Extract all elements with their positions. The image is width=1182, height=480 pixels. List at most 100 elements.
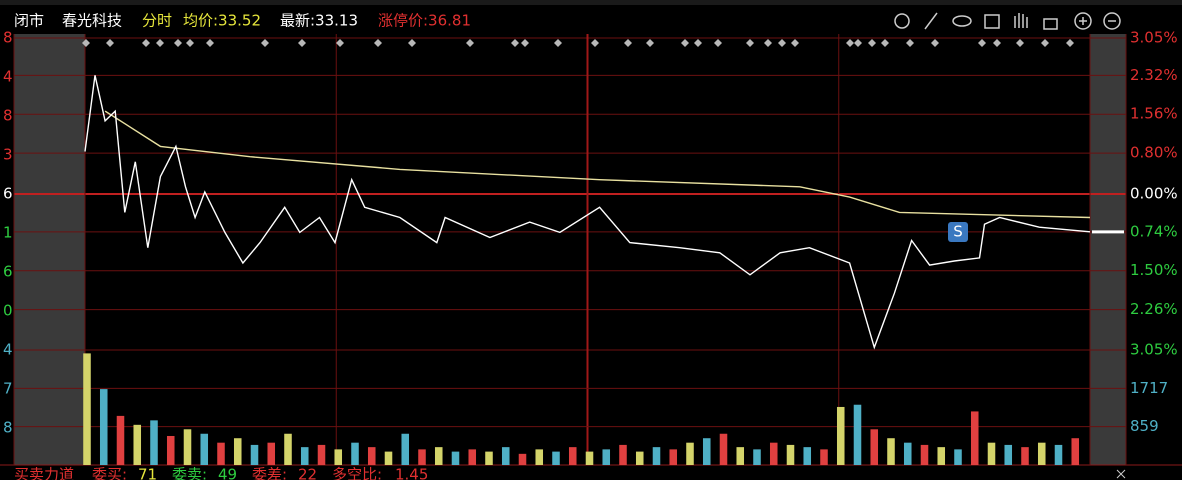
volume-bar [367, 447, 376, 465]
volume-bar [870, 429, 879, 465]
settings-icon[interactable] [894, 13, 910, 29]
volume-bar [652, 447, 661, 465]
footer-value: 71 [138, 466, 157, 480]
volume-bar [116, 415, 125, 465]
zoom-out-icon[interactable] [1103, 12, 1121, 30]
volume-bar [183, 429, 192, 465]
volume-tick-label: 859 [1130, 417, 1159, 435]
signal-marker [298, 39, 306, 47]
left-label: 8 [3, 107, 13, 125]
volume-bar [1054, 444, 1063, 465]
y-tick-label: 2.26% [1130, 300, 1178, 318]
volume-bar [602, 449, 611, 465]
signal-marker [993, 39, 1001, 47]
draw-icon[interactable] [924, 12, 938, 30]
volume-bar [133, 424, 142, 465]
volume-bar [217, 442, 225, 465]
volume-bar [786, 444, 795, 465]
signal-marker [714, 39, 722, 47]
zoom-in-icon[interactable] [1074, 12, 1092, 30]
volume-bar [518, 453, 527, 465]
signal-marker [694, 39, 702, 47]
y-tick-label: 0.74% [1130, 222, 1178, 240]
signal-marker [1041, 39, 1049, 47]
signal-marker [778, 39, 786, 47]
signal-marker [521, 39, 529, 47]
avg-price: 均价:33.52 [183, 12, 261, 30]
signal-marker [511, 39, 519, 47]
signal-marker [106, 39, 114, 47]
signal-marker [466, 39, 474, 47]
volume-bar [836, 406, 845, 465]
signal-marker [854, 39, 862, 47]
volume-bar [803, 447, 812, 465]
signal-marker [978, 39, 986, 47]
volume-bar [1021, 447, 1029, 465]
volume-bar [317, 444, 326, 465]
box-icon[interactable] [984, 14, 1000, 29]
volume-bar [384, 451, 393, 465]
y-tick-label: 1.50% [1130, 261, 1178, 279]
signal-marker [142, 39, 150, 47]
volume-bar [736, 447, 745, 465]
volume-bar [702, 438, 711, 465]
volume-bar [769, 442, 778, 465]
stock-name[interactable]: 春光科技 [62, 12, 122, 30]
toolbar [894, 12, 1121, 30]
signal-marker [206, 39, 214, 47]
pre-market-band [14, 34, 85, 465]
footer-label: 多空比: [332, 466, 382, 480]
volume-bar [334, 449, 343, 465]
y-tick-label: 3.05% [1130, 29, 1178, 47]
footer-label: 委差: [252, 466, 287, 480]
volume-bar [635, 451, 644, 465]
volume-bar [568, 447, 577, 465]
volume-bar [970, 411, 979, 465]
signal-marker [681, 39, 689, 47]
volume-bar [1004, 444, 1013, 465]
volume-bar [99, 389, 108, 465]
volume-bar [250, 444, 259, 465]
left-label: 3 [3, 146, 13, 164]
left-label: 1 [3, 224, 13, 242]
left-label: 4 [3, 341, 13, 359]
volume-bar [753, 449, 761, 465]
tab-strip [0, 0, 1182, 5]
volume-bar [853, 404, 862, 465]
eye-icon[interactable] [952, 15, 972, 27]
volume-bar [552, 451, 560, 465]
left-label: 6 [3, 263, 13, 281]
y-tick-label: 1.56% [1130, 105, 1178, 123]
status: 闭市 [14, 12, 44, 30]
average-line [104, 110, 1091, 219]
volume-bar [937, 447, 946, 465]
mode[interactable]: 分时 [142, 12, 172, 30]
volume-bar [434, 447, 443, 465]
hand-icon[interactable] [1014, 13, 1028, 28]
y-tick-label: 2.32% [1130, 66, 1178, 84]
signal-marker [408, 39, 416, 47]
volume-bar [418, 449, 426, 465]
signal-marker [336, 39, 344, 47]
volume-bar [887, 438, 895, 465]
volume-bar [820, 449, 828, 465]
signal-marker [624, 39, 632, 47]
signal-marker [374, 39, 382, 47]
lock-icon[interactable] [1043, 18, 1058, 30]
volume-bar [619, 444, 627, 465]
footer-label: 委买: [92, 466, 127, 480]
signal-marker [881, 39, 889, 47]
close-icon[interactable] [1116, 469, 1126, 479]
volume-bar [501, 447, 510, 465]
volume-bar [585, 451, 594, 465]
volume-bar [233, 438, 242, 465]
y-tick-label: 0.80% [1130, 144, 1178, 162]
limit-up: 涨停价:36.81 [378, 12, 471, 30]
volume-bar [166, 435, 175, 465]
footer-value: 49 [218, 466, 237, 480]
volume-bar [903, 442, 912, 465]
volume-bar [686, 442, 694, 465]
volume-bar [200, 433, 209, 465]
volume-bar [719, 433, 728, 465]
